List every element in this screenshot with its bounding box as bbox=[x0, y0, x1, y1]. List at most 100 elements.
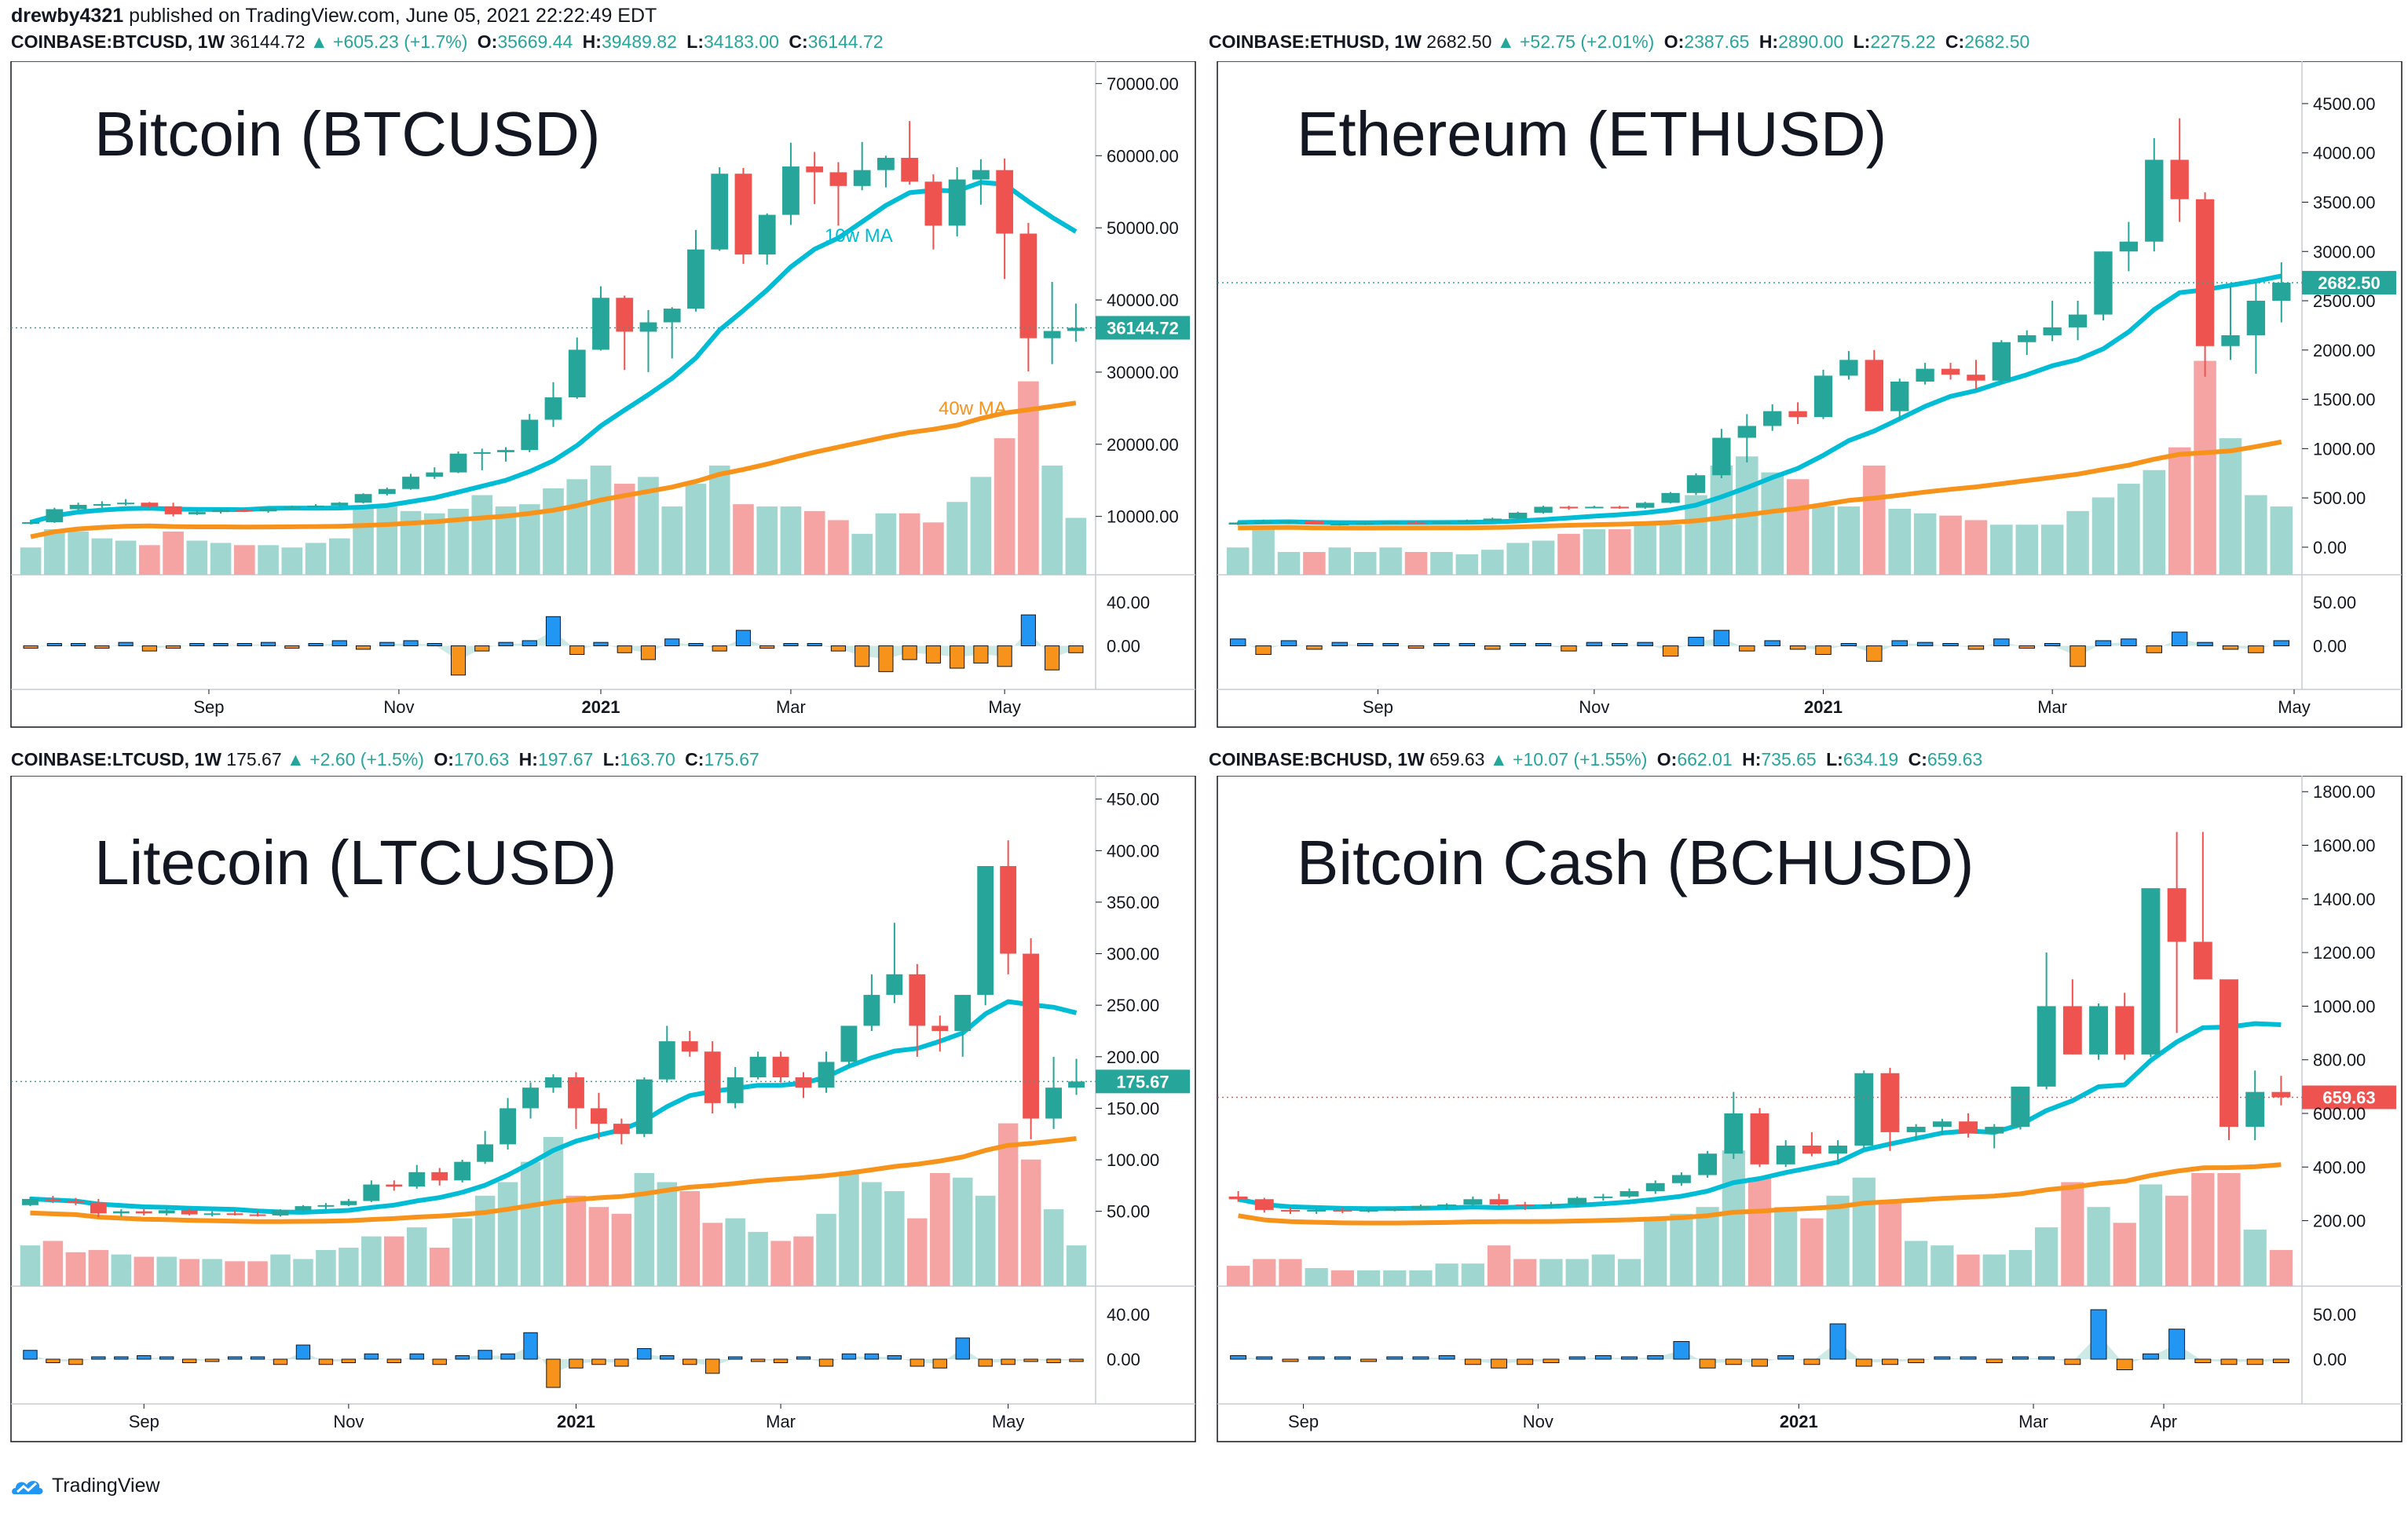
candle-body bbox=[877, 158, 895, 170]
candle-body bbox=[635, 1079, 653, 1135]
last-price-label-bg bbox=[1096, 1069, 1190, 1094]
volume-bar bbox=[2219, 438, 2242, 575]
candle-body bbox=[181, 1210, 198, 1215]
volume-bar bbox=[186, 540, 208, 575]
symbol-label[interactable]: COINBASE:BCHUSD, 1W bbox=[1209, 749, 1425, 769]
symbol-label[interactable]: COINBASE:LTCUSD, 1W bbox=[11, 749, 221, 769]
volume-bar bbox=[1330, 1270, 1354, 1286]
y-tick-label: 70000.00 bbox=[1107, 74, 1179, 93]
candle-body bbox=[1381, 521, 1400, 524]
ltc-chart[interactable]: Litecoin (LTCUSD) 175.67 450.00 400.00 350.0… bbox=[0, 776, 1202, 1475]
y-tick-label: 2000.00 bbox=[2313, 341, 2376, 360]
candle-body bbox=[1610, 506, 1629, 509]
candle-body bbox=[1594, 1196, 1613, 1198]
candle-body bbox=[2245, 1091, 2265, 1128]
oscillator-bar bbox=[1586, 642, 1603, 647]
candle-body bbox=[1865, 360, 1883, 411]
oscillator-bar bbox=[978, 1358, 993, 1367]
volume-bar bbox=[748, 1231, 768, 1286]
oscillator-bar bbox=[478, 1350, 492, 1360]
publisher-username[interactable]: drewby4321 bbox=[11, 5, 124, 27]
oscillator-bar bbox=[364, 1353, 379, 1360]
volume-bar bbox=[1990, 525, 2013, 575]
candle-body bbox=[2141, 888, 2161, 1055]
candle-body bbox=[45, 1198, 61, 1201]
ltc-chart-panel[interactable]: COINBASE:LTCUSD, 1W 175.67 ▲ +2.60 (+1.5… bbox=[0, 743, 1202, 1465]
y-tick-label: 1200.00 bbox=[2313, 943, 2376, 963]
volume-bar bbox=[1430, 552, 1453, 575]
tradingview-brand[interactable]: TradingView bbox=[52, 1475, 160, 1497]
volume-bar bbox=[756, 506, 778, 575]
close-value: 659.63 bbox=[1927, 749, 1983, 769]
volume-bar bbox=[1913, 513, 1937, 575]
oscillator-bar bbox=[1458, 643, 1476, 647]
x-tick-label: Nov bbox=[1523, 1412, 1553, 1431]
volume-bar bbox=[566, 479, 588, 575]
last-price-label: 175.67 bbox=[1116, 1072, 1169, 1091]
candle-body bbox=[2115, 1006, 2135, 1055]
volume-bar bbox=[1905, 1241, 1928, 1286]
oscillator-bar bbox=[1229, 638, 1246, 647]
volume-bar bbox=[884, 1191, 905, 1286]
oscillator-bar bbox=[295, 1344, 311, 1360]
bch-chart[interactable]: Bitcoin Cash (BCHUSD) 659.63 1800.00 1600.0… bbox=[1206, 776, 2408, 1475]
panel-frame bbox=[10, 61, 1196, 728]
bch-chart-panel[interactable]: COINBASE:BCHUSD, 1W 659.63 ▲ +10.07 (+1.… bbox=[1206, 743, 2408, 1465]
eth-chart[interactable]: Ethereum (ETHUSD) 2682.50 4500.00 4000.00 35… bbox=[1206, 61, 2408, 760]
osc-tick-label: 40.00 bbox=[1107, 1305, 1150, 1325]
oscillator-bar bbox=[94, 645, 110, 649]
volume-bar bbox=[565, 1195, 587, 1286]
volume-bar bbox=[634, 1173, 655, 1286]
ma-10w-label: 10w MA bbox=[825, 225, 893, 247]
ma-40w-label: 40w MA bbox=[939, 398, 1007, 419]
tradingview-logo-icon[interactable] bbox=[11, 1475, 46, 1497]
candle-body bbox=[1067, 327, 1085, 331]
candle-body bbox=[1000, 866, 1017, 954]
volume-bar bbox=[907, 1218, 928, 1286]
eth-chart-panel[interactable]: COINBASE:ETHUSD, 1W 2682.50 ▲ +52.75 (+2… bbox=[1206, 25, 2408, 748]
volume-bar bbox=[179, 1259, 199, 1286]
candle-body bbox=[1712, 437, 1731, 476]
volume-bar bbox=[1583, 529, 1606, 575]
candle-body bbox=[1880, 1073, 1900, 1132]
candle-body bbox=[2011, 1086, 2030, 1128]
volume-bar bbox=[1852, 1177, 1876, 1286]
oscillator-bar bbox=[546, 1358, 561, 1388]
osc-tick-label: 0.00 bbox=[2313, 637, 2347, 656]
up-triangle-icon: ▲ bbox=[1489, 749, 1508, 769]
btc-chart[interactable]: Bitcoin (BTCUSD) 36144.72 70000.00 60000.00… bbox=[0, 61, 1202, 760]
candle-body bbox=[1750, 1113, 1769, 1164]
symbol-label[interactable]: COINBASE:BTCUSD, 1W bbox=[11, 31, 225, 52]
low-value: 163.70 bbox=[620, 749, 675, 769]
x-tick-label: Mar bbox=[2037, 697, 2067, 717]
oscillator-bar bbox=[91, 1356, 106, 1360]
oscillator-bar bbox=[2272, 1358, 2289, 1363]
oscillator-bar bbox=[1334, 1356, 1351, 1360]
volume-bar bbox=[1670, 1213, 1693, 1286]
oscillator-bar bbox=[1543, 1358, 1560, 1363]
volume-bar bbox=[851, 533, 873, 575]
candle-body bbox=[806, 166, 824, 173]
candle-body bbox=[93, 504, 111, 506]
y-tick-label: 1400.00 bbox=[2313, 890, 2376, 909]
candle-body bbox=[497, 450, 514, 452]
volume-bar bbox=[2217, 1173, 2241, 1286]
close-value: 2682.50 bbox=[1964, 31, 2030, 52]
candle-body bbox=[1068, 1081, 1085, 1088]
volume-bar bbox=[2117, 484, 2140, 575]
symbol-label[interactable]: COINBASE:ETHUSD, 1W bbox=[1209, 31, 1422, 52]
candle-body bbox=[658, 1041, 675, 1080]
oscillator-bar bbox=[250, 1356, 265, 1360]
candle-body bbox=[141, 503, 159, 506]
btc-chart-panel[interactable]: COINBASE:BTCUSD, 1W 36144.72 ▲ +605.23 (… bbox=[0, 25, 1202, 748]
candle-body bbox=[1967, 375, 1985, 381]
open-value: 35669.44 bbox=[497, 31, 573, 52]
volume-bar bbox=[281, 547, 303, 575]
oscillator-bar bbox=[1407, 645, 1425, 649]
candle-body bbox=[1281, 1209, 1300, 1212]
oscillator-bar bbox=[660, 1355, 675, 1360]
candle-body bbox=[977, 866, 994, 996]
volume-bar bbox=[234, 545, 255, 575]
candle-body bbox=[1828, 1145, 1848, 1154]
candle-body bbox=[522, 1087, 539, 1109]
